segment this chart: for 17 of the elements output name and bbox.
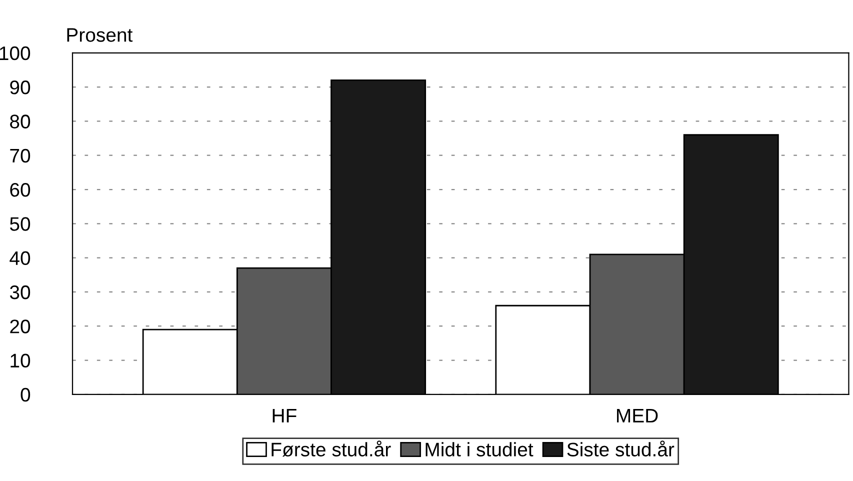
y-tick-label: 60 [10,182,30,197]
y-tick-label: 70 [10,148,30,163]
y-tick-label: 20 [10,320,30,334]
y-tick-label: 30 [10,285,30,300]
y-tick-label: 50 [10,217,30,231]
y-tick-label: 40 [10,251,30,266]
x-tick-label: MED [617,409,658,422]
y-tick-label: 80 [10,114,30,128]
y-tick-label: 10 [10,354,30,368]
legend-label: Siste stud.år [567,440,674,456]
x-tick-label: HF [272,409,296,422]
legend-label: Første stud.år [272,440,391,457]
y-axis-title: Prosent [67,28,133,42]
y-tick-label: 90 [10,80,30,94]
y-tick-label: 100 [0,46,30,60]
legend-label: Midt i studiet [426,442,534,456]
y-tick-label: 0 [20,388,30,402]
